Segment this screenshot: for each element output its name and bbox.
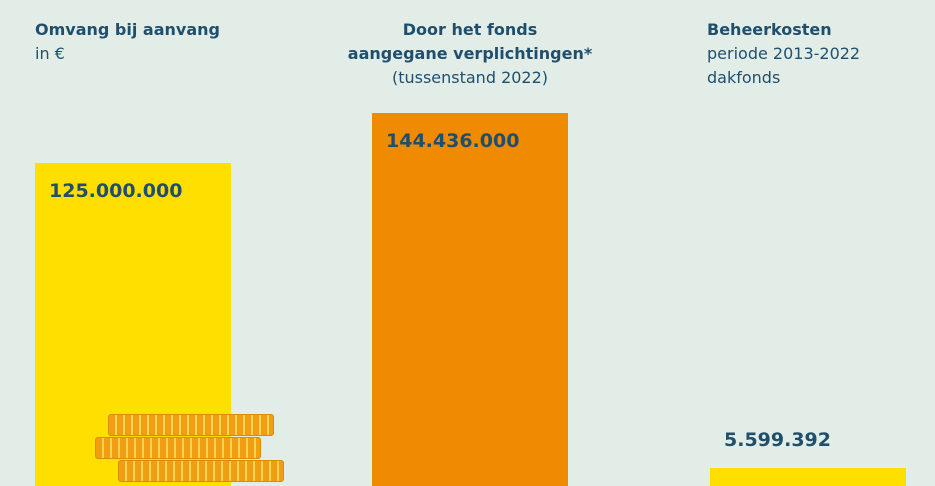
bar-value-label-1: 144.436.000 [386, 130, 520, 152]
header-subtitle: (tussenstand 2022) [391, 68, 549, 87]
bar-value-label-2: 5.599.392 [724, 429, 831, 451]
header-subtitle: periode 2013-2022 [707, 44, 861, 63]
header-subtitle: in € [35, 44, 65, 63]
category-header-verplichtingen: Door het fonds aangegane verplichtingen*… [300, 18, 640, 90]
category-header-omvang: Omvang bij aanvang in € [35, 18, 295, 66]
header-title: Omvang bij aanvang [35, 20, 220, 39]
bar-1 [372, 113, 568, 486]
header-title: Beheerkosten [707, 20, 832, 39]
header-title: Door het fonds [402, 20, 538, 39]
header-extra: dakfonds [707, 68, 781, 87]
header-title-line2: aangegane verplichtingen* [347, 44, 593, 63]
category-header-beheerkosten: Beheerkosten periode 2013-2022 dakfonds [707, 18, 927, 90]
bar-2 [710, 468, 906, 486]
bar-value-label-0: 125.000.000 [49, 180, 183, 203]
